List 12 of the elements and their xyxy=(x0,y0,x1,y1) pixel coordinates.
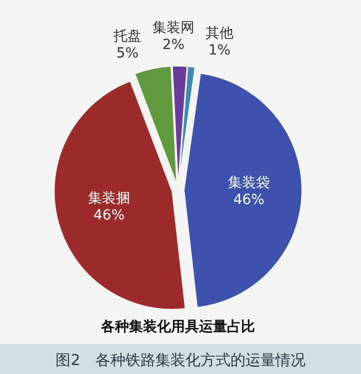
data-label: 5% xyxy=(116,46,139,62)
slice-label: 集装捆 xyxy=(88,190,130,207)
slice-label: 托盘 xyxy=(112,28,142,45)
slice-label: 集装网 xyxy=(152,20,194,36)
data-label: 46% xyxy=(233,192,264,208)
data-label: 46% xyxy=(94,208,125,224)
caption: 图2 各种铁路集装化方式的运量情况 xyxy=(56,351,306,369)
text: 各种集装化用具运量占比 xyxy=(100,319,255,335)
data-label: 2% xyxy=(162,37,185,54)
slice-label: 集装袋 xyxy=(228,174,270,191)
slice-label: 其他 xyxy=(205,26,234,42)
data-label: 1% xyxy=(208,42,231,59)
